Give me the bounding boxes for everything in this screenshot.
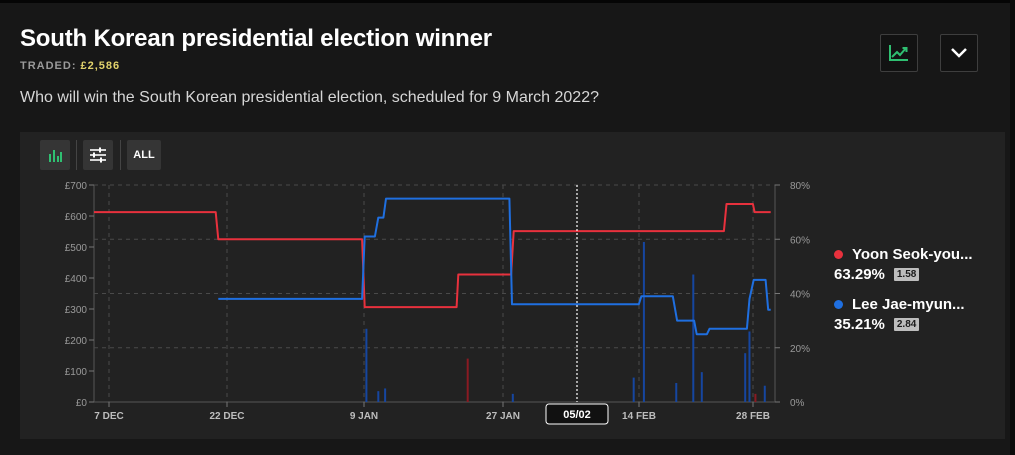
chart-panel: ALL £0 £100 £200 £300 £400 £500 £600 £700 0% 20%… [20,132,1005,439]
page-title: South Korean presidential election winne… [20,25,492,52]
y-tick-label-left: £400 [65,274,88,285]
volume-bar [692,274,695,402]
range-all-button[interactable]: ALL [127,140,161,170]
odds-badge: 2.84 [893,318,920,331]
volume-bar [700,372,703,402]
y-axis-right: 0% 20% 40% 60% 80% [775,181,810,409]
y-axis-left: £0 £100 £200 £300 £400 £500 £600 £700 [65,181,94,409]
chevron-down-icon [951,48,967,58]
y-tick-label-left: £300 [65,305,88,316]
hover-date-box [545,403,609,425]
y-tick-label-right: 80% [790,181,810,192]
volume-bar [748,331,751,402]
volume-bar [511,393,514,402]
x-tick-label: 28 FEB [736,411,770,422]
x-tick-label: 27 JAN [486,411,520,422]
x-tick-label: 22 DEC [209,411,244,422]
volume-bar [754,393,757,402]
series-dot [834,250,843,259]
x-tick-label: 7 DEC [94,411,123,422]
x-axis: 7 DEC 22 DEC 9 JAN 27 JAN 14 FEB 28 FEB [94,402,770,422]
y-tick-label-left: £700 [65,181,88,192]
series-dot [834,300,843,309]
series-lines [94,197,771,336]
y-tick-label-left: £200 [65,336,88,347]
y-tick-label-right: 60% [790,235,810,246]
traded-amount: £2,586 [80,60,121,72]
y-tick-label-left: £0 [76,398,88,409]
volume-bar [377,391,380,402]
volume-bar [632,377,635,402]
y-tick-label-left: £600 [65,212,88,223]
price-chart[interactable]: £0 £100 £200 £300 £400 £500 £600 £700 0% 20% 40% 6… [20,132,1005,439]
line-chart-icon [889,45,908,61]
legend-item-lee[interactable]: Lee Jae-myun... 35.21% 2.84 [834,296,965,333]
volume-bar [763,385,766,402]
y-tick-label-right: 40% [790,290,810,301]
y-tick-label-right: 20% [790,344,810,355]
toolbar-divider [120,140,121,170]
series-line [94,203,771,309]
volume-bars [365,241,766,402]
volume-bar [744,353,747,402]
hover-indicator: 05/02 [545,185,609,425]
filter-button[interactable] [83,140,113,170]
legend-name: Lee Jae-myun... [852,296,965,313]
legend-name: Yoon Seok-you... [852,246,973,263]
odds-badge: 1.58 [893,268,920,281]
y-tick-label-left: £500 [65,243,88,254]
bar-chart-icon [49,150,62,162]
legend-percent: 35.21% [834,316,885,333]
expand-button[interactable] [940,34,978,72]
toolbar-divider [76,140,77,170]
series-line [218,197,771,336]
market-question: Who will win the South Korean presidenti… [20,89,599,106]
legend-item-yoon[interactable]: Yoon Seok-you... 63.29% 1.58 [834,246,973,283]
y-tick-label-right: 0% [790,398,805,409]
chart-grid [93,184,776,403]
legend-percent: 63.29% [834,266,885,283]
traded-label: TRADED: [20,60,77,72]
volume-bar [365,328,368,402]
hover-date-label: 05/02 [563,409,591,421]
volume-bar [642,241,645,402]
x-tick-label: 14 FEB [622,411,656,422]
sliders-icon [90,147,106,163]
bar-view-button[interactable] [40,140,70,170]
volume-bar [466,358,469,402]
volume-bar [675,383,678,402]
y-tick-label-left: £100 [65,367,88,378]
traded-info: TRADED: £2,586 [20,60,120,72]
chart-toggle-button[interactable] [880,34,918,72]
x-tick-label: 9 JAN [350,411,378,422]
volume-bar [384,388,387,402]
